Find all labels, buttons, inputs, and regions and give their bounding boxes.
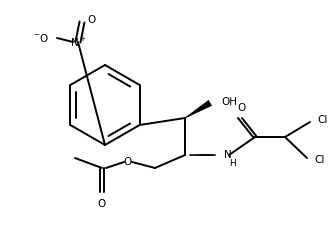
Text: O: O <box>124 157 132 167</box>
Text: Cl: Cl <box>314 155 324 165</box>
Text: N$^+$: N$^+$ <box>70 35 86 49</box>
Text: Cl: Cl <box>317 115 327 125</box>
Text: O: O <box>238 103 246 113</box>
Text: OH: OH <box>221 97 237 107</box>
Text: $^{-}$O: $^{-}$O <box>33 32 49 44</box>
Text: O: O <box>98 199 106 209</box>
Text: O: O <box>87 15 95 25</box>
Text: H: H <box>230 159 236 168</box>
Text: N: N <box>224 150 232 160</box>
Polygon shape <box>185 100 211 118</box>
